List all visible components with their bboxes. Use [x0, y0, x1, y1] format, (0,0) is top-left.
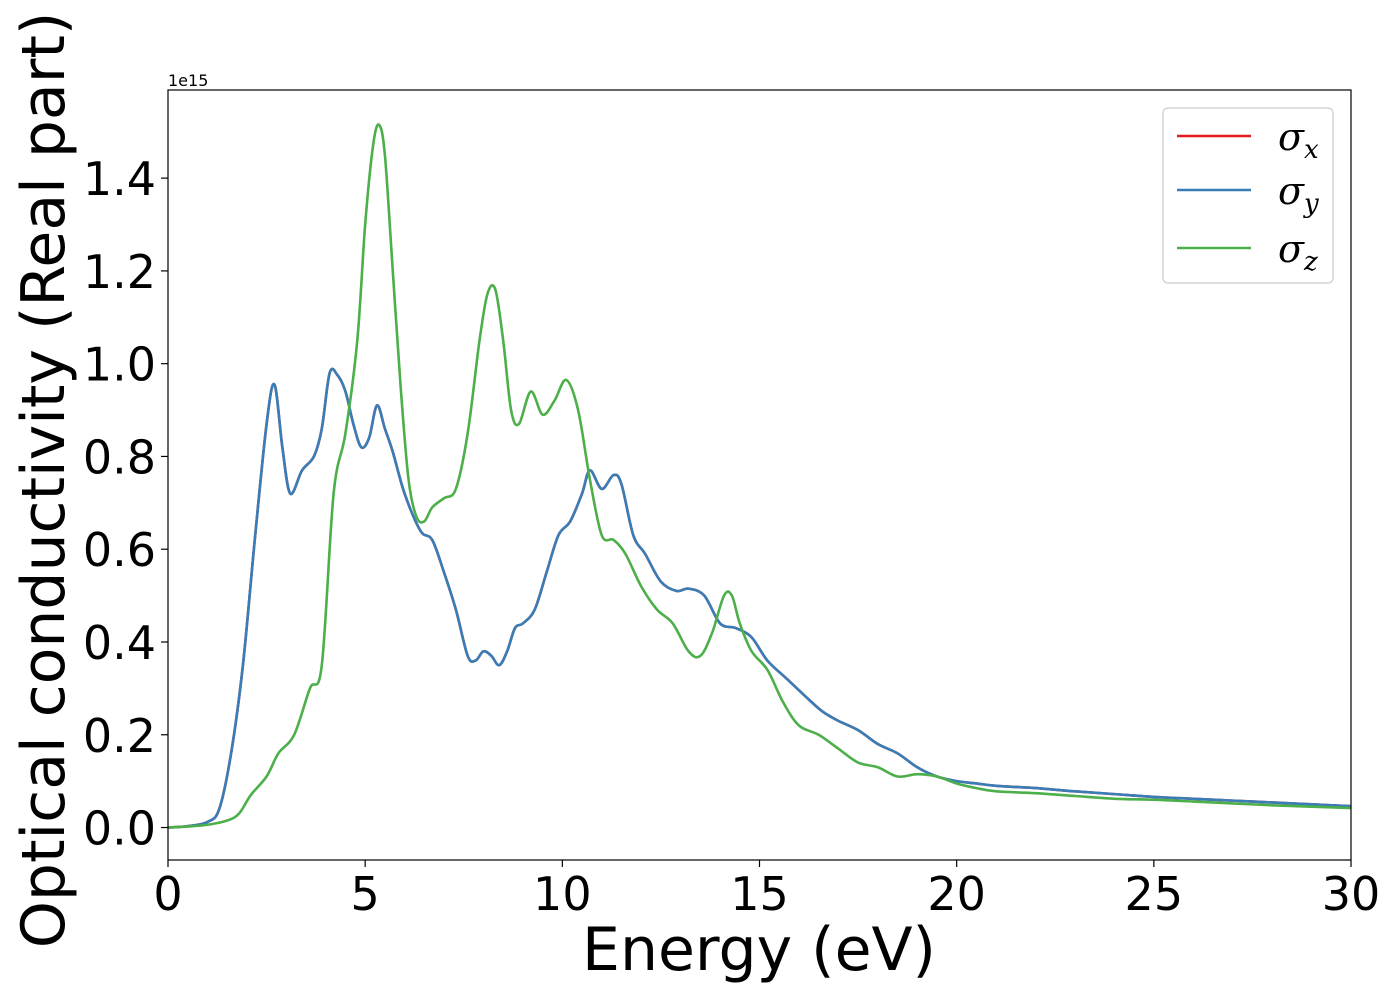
- series-line-y: [168, 367, 1351, 829]
- y-tick-label: 1.0: [83, 338, 156, 392]
- legend-label-x: σx: [1278, 115, 1319, 165]
- x-tick-label: 5: [351, 867, 380, 921]
- y-tick-label: 0.8: [83, 430, 156, 484]
- series-group: [168, 123, 1351, 829]
- series-line-z: [168, 123, 1351, 829]
- plot-area: 0 5 10 15 20 25 30 0.0 0.2 0.4 0.6 0.8 1.0 1.2 1.4: [83, 89, 1381, 921]
- y-axis-title: Optical conductivity (Real part): [9, 12, 79, 949]
- y-tick-label: 0.4: [83, 616, 156, 670]
- x-tick-label: 15: [730, 867, 789, 921]
- legend-label-z: σz: [1278, 227, 1318, 277]
- y-tick-label: 1.4: [83, 152, 156, 206]
- y-tick-label: 0.2: [83, 709, 156, 763]
- legend-box: [1162, 107, 1334, 284]
- y-tick-label: 1.2: [83, 245, 156, 299]
- x-tick-label: 0: [153, 867, 182, 921]
- x-axis-title: Energy (eV): [582, 915, 936, 985]
- legend-label-y: σy: [1278, 169, 1319, 219]
- x-tick-label: 25: [1125, 867, 1184, 921]
- y-tick-label: 0.0: [83, 802, 156, 856]
- y-offset-label: 1e15: [168, 71, 208, 90]
- y-tick-label: 0.6: [83, 523, 156, 577]
- x-tick-label: 20: [927, 867, 986, 921]
- x-tick-label: 10: [533, 867, 592, 921]
- x-tick-label: 30: [1322, 867, 1381, 921]
